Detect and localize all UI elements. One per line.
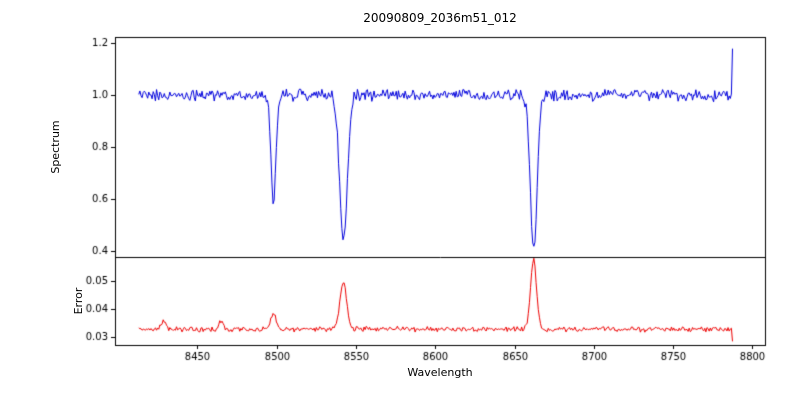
spectrum-y-axis-label: Spectrum xyxy=(49,120,62,174)
error-y-axis-label: Error xyxy=(72,287,85,315)
x-axis-label: Wavelength xyxy=(407,366,473,379)
chart-title: 20090809_2036m51_012 xyxy=(363,11,517,25)
